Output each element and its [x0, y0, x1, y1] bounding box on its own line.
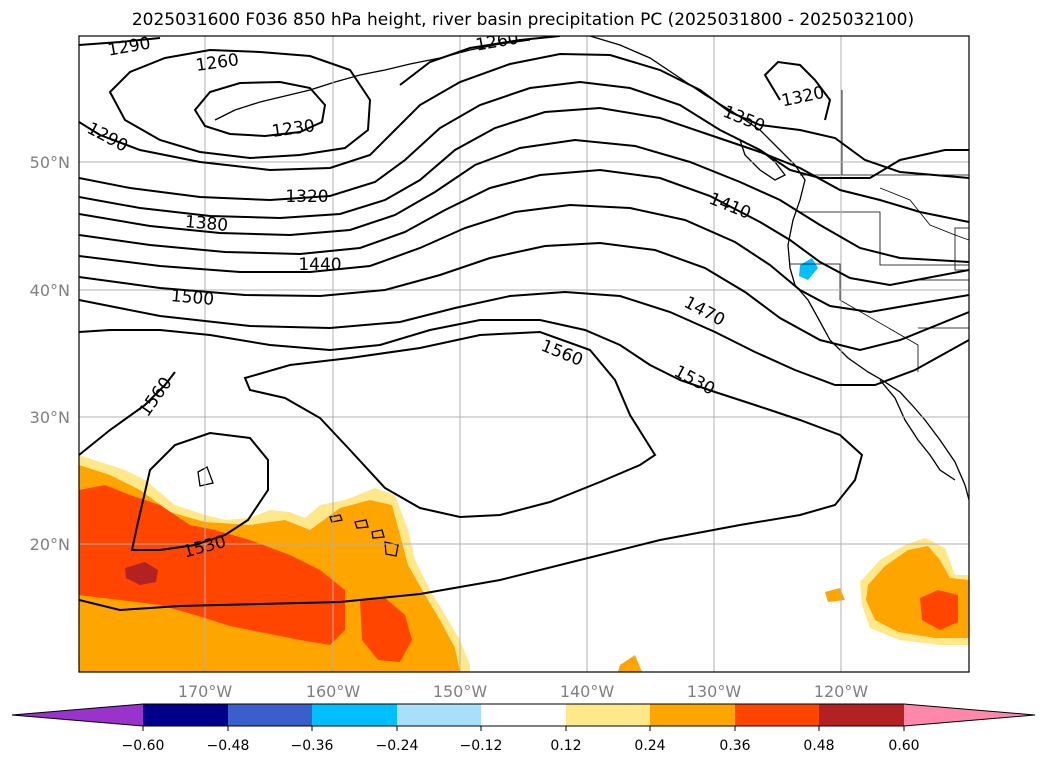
precip-shading-west [79, 455, 642, 672]
contour-1260-arc [399, 36, 561, 86]
lat-label: 30°N [30, 408, 70, 427]
colorbar-segment [735, 704, 819, 726]
alaska-islands [214, 39, 531, 121]
colorbar-tick-label: −0.60 [122, 738, 165, 754]
contour-1290-north [79, 37, 161, 46]
lat-label: 40°N [30, 281, 70, 300]
precip-048-region [79, 485, 345, 645]
colorbar-tick-label: −0.48 [207, 738, 250, 754]
precip-036-patch-b [618, 655, 642, 672]
lon-label: 170°W [178, 682, 233, 701]
colorbar-tick-label: 0.24 [634, 738, 665, 754]
colorbar-segment [397, 704, 481, 726]
colorbar-segment [819, 704, 904, 726]
colorbar-segment [650, 704, 735, 726]
colorbar-tick-label: −0.24 [376, 738, 419, 754]
gridlines [79, 36, 969, 672]
contour-1500 [79, 290, 969, 386]
contour-1530-ring [130, 431, 269, 551]
colorbar: −0.60 −0.48 −0.36 −0.24 −0.12 0.12 0.24 … [11, 703, 1036, 754]
longitude-labels: 170°W 160°W 150°W 140°W 130°W 120°W [178, 682, 869, 701]
contour-1230 [193, 80, 327, 138]
precip-036-patch-c [146, 665, 160, 672]
contour-1380 [79, 138, 969, 263]
colorbar-extend-high [904, 704, 1035, 726]
precip-036-patch [425, 638, 442, 655]
contour-1440 [79, 203, 969, 314]
colorbar-tick-label: 0.48 [803, 738, 834, 754]
contour-1560-west [79, 371, 176, 456]
precip-negative-patch [799, 258, 818, 280]
contour-1320 [79, 80, 969, 202]
contour-label: 1380 [184, 212, 229, 236]
hawaii-islands [329, 514, 399, 557]
contour-1260-low [108, 48, 372, 160]
height-contours [79, 36, 969, 612]
contour-1350 [79, 106, 969, 223]
colorbar-tick-label: −0.36 [291, 738, 334, 754]
colorbar-segment [566, 704, 650, 726]
map-area: 1290 1260 1260 1230 1290 1320 1380 1440 … [79, 36, 969, 672]
contour-1560-closed [243, 330, 657, 519]
lon-label: 130°W [687, 682, 742, 701]
contour-label: 1320 [285, 187, 328, 207]
contour-1320-east [763, 60, 832, 121]
precip-048-region-b [360, 598, 412, 662]
contour-1290 [79, 52, 969, 179]
precip-036-east-patch [825, 588, 845, 602]
lon-label: 150°W [433, 682, 488, 701]
lon-label: 120°W [814, 682, 869, 701]
colorbar-segment [312, 704, 397, 726]
lat-label: 50°N [30, 153, 70, 172]
precip-shading-east [799, 258, 969, 645]
latitude-labels: 50°N 40°N 30°N 20°N [30, 153, 70, 554]
contour-1530-east [79, 319, 864, 612]
contour-1410 [79, 168, 969, 287]
lon-label: 140°W [560, 682, 615, 701]
colorbar-ticks [142, 726, 905, 731]
contour-label: 1500 [170, 286, 215, 310]
colorbar-segment [143, 704, 228, 726]
colorbar-segment [481, 704, 566, 726]
precip-048-east [920, 590, 958, 630]
colorbar-extend-low [12, 704, 143, 726]
map-frame [78, 35, 970, 673]
lat-label: 20°N [30, 535, 70, 554]
colorbar-tick-label: 0.12 [550, 738, 581, 754]
baja-coast [879, 379, 956, 481]
colorbar-segment [228, 704, 312, 726]
small-island [197, 466, 214, 487]
figure-title: 2025031600 F036 850 hPa height, river ba… [132, 10, 914, 30]
contour-label: 1440 [298, 255, 341, 275]
colorbar-tick-label: −0.12 [460, 738, 503, 754]
lon-label: 160°W [306, 682, 361, 701]
precip-060-region [125, 562, 158, 585]
colorbar-tick-label: 0.36 [719, 738, 750, 754]
colorbar-tick-label: 0.60 [888, 738, 919, 754]
contour-1470 [79, 241, 969, 352]
